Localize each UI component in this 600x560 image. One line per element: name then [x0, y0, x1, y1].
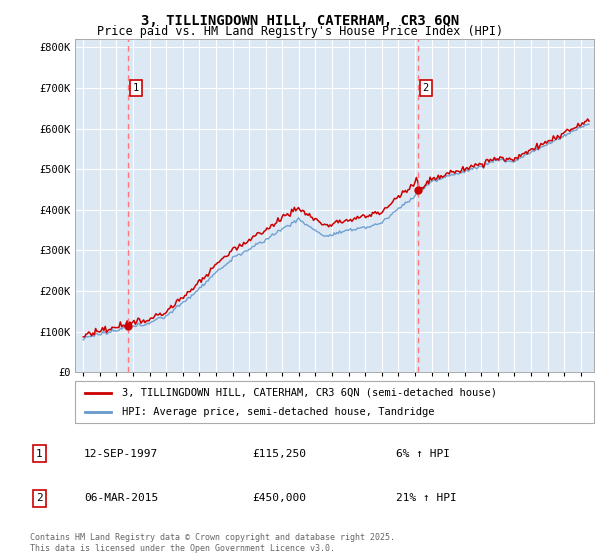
Text: 3, TILLINGDOWN HILL, CATERHAM, CR3 6QN (semi-detached house): 3, TILLINGDOWN HILL, CATERHAM, CR3 6QN (…	[122, 388, 497, 398]
Text: 3, TILLINGDOWN HILL, CATERHAM, CR3 6QN: 3, TILLINGDOWN HILL, CATERHAM, CR3 6QN	[141, 14, 459, 28]
Text: Contains HM Land Registry data © Crown copyright and database right 2025.
This d: Contains HM Land Registry data © Crown c…	[30, 533, 395, 553]
Text: Price paid vs. HM Land Registry's House Price Index (HPI): Price paid vs. HM Land Registry's House …	[97, 25, 503, 38]
Text: 21% ↑ HPI: 21% ↑ HPI	[396, 493, 457, 503]
Text: 06-MAR-2015: 06-MAR-2015	[84, 493, 158, 503]
Text: £450,000: £450,000	[252, 493, 306, 503]
Text: £115,250: £115,250	[252, 449, 306, 459]
Text: 2: 2	[36, 493, 43, 503]
Text: 6% ↑ HPI: 6% ↑ HPI	[396, 449, 450, 459]
Text: 2: 2	[423, 83, 429, 93]
Text: HPI: Average price, semi-detached house, Tandridge: HPI: Average price, semi-detached house,…	[122, 407, 434, 417]
Text: 1: 1	[133, 83, 139, 93]
Text: 1: 1	[36, 449, 43, 459]
Text: 12-SEP-1997: 12-SEP-1997	[84, 449, 158, 459]
